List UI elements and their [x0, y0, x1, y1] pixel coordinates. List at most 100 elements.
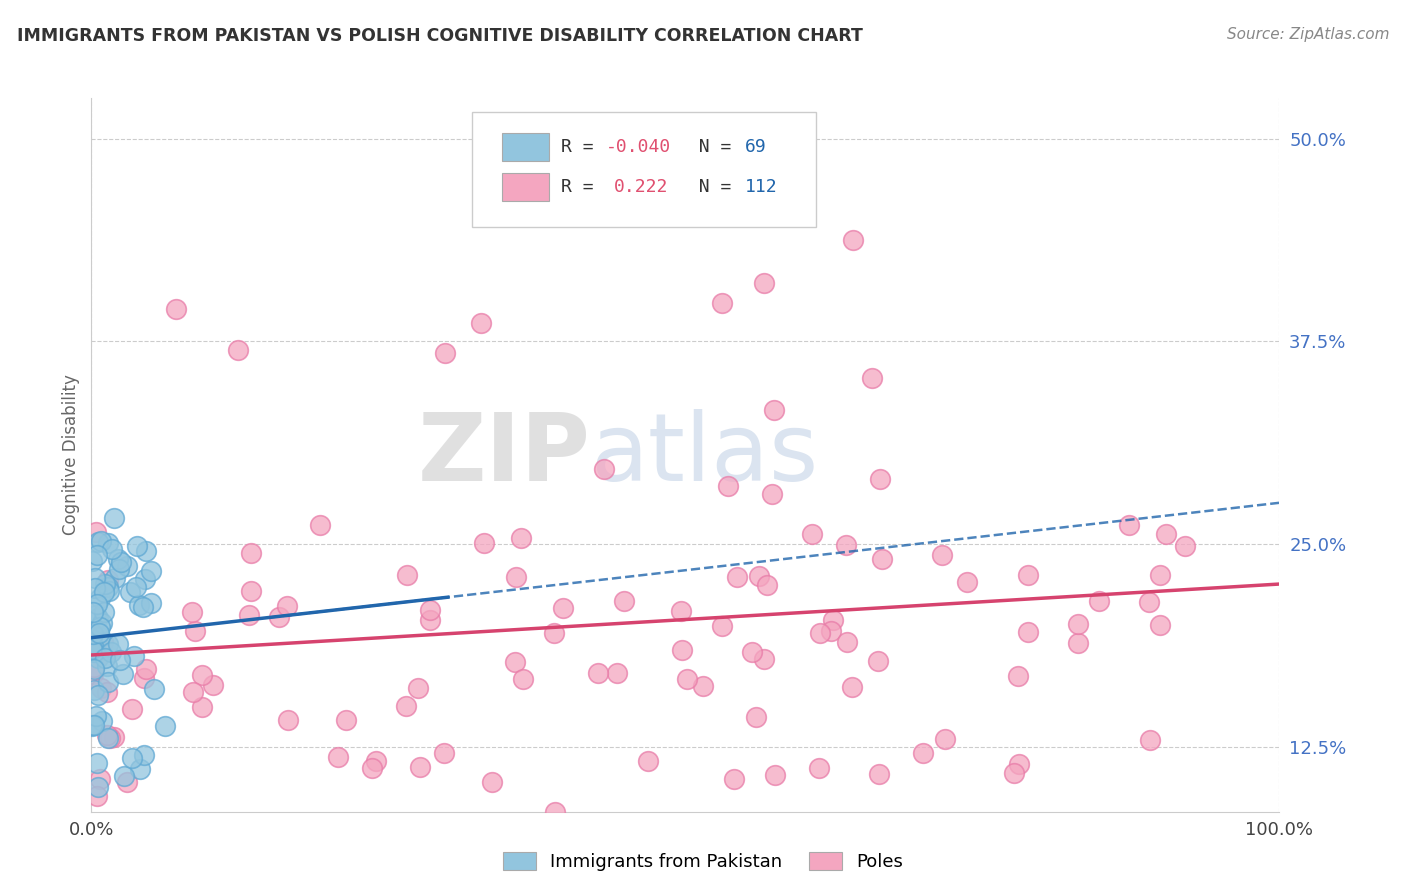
Immigrants from Pakistan	[82, 718, 104, 732]
Immigrants from Pakistan	[87, 780, 110, 795]
Poles	[240, 584, 263, 599]
Poles	[335, 714, 357, 728]
Immigrants from Pakistan	[83, 581, 105, 595]
Poles	[800, 527, 823, 541]
Immigrants from Pakistan	[97, 675, 120, 690]
Immigrants from Pakistan	[115, 558, 138, 573]
Poles	[755, 578, 778, 592]
Immigrants from Pakistan	[86, 548, 108, 562]
Poles	[191, 699, 214, 714]
Poles	[86, 789, 108, 804]
Immigrants from Pakistan	[93, 605, 115, 619]
Immigrants from Pakistan	[86, 651, 108, 665]
Poles	[725, 570, 748, 584]
Poles	[396, 568, 419, 582]
Poles	[1139, 733, 1161, 747]
Poles	[503, 656, 526, 670]
Immigrants from Pakistan	[84, 708, 107, 723]
Immigrants from Pakistan	[89, 626, 111, 640]
Immigrants from Pakistan	[107, 637, 129, 651]
Text: 0.222: 0.222	[614, 178, 668, 196]
Poles	[931, 548, 953, 562]
Poles	[752, 652, 775, 666]
Immigrants from Pakistan	[84, 571, 107, 585]
Poles	[510, 531, 533, 545]
Immigrants from Pakistan	[125, 539, 148, 553]
Immigrants from Pakistan	[82, 606, 104, 620]
Poles	[98, 731, 121, 746]
Poles	[543, 626, 565, 640]
Immigrants from Pakistan	[83, 639, 105, 653]
Poles	[1137, 595, 1160, 609]
Immigrants from Pakistan	[121, 751, 143, 765]
Immigrants from Pakistan	[111, 667, 134, 681]
Immigrants from Pakistan	[96, 731, 118, 746]
Poles	[89, 772, 111, 786]
Poles	[669, 603, 692, 617]
Immigrants from Pakistan	[100, 644, 122, 658]
Poles	[723, 772, 745, 786]
Poles	[409, 760, 432, 774]
Poles	[956, 574, 979, 589]
Poles	[551, 600, 574, 615]
Poles	[748, 569, 770, 583]
Immigrants from Pakistan	[128, 598, 150, 612]
Poles	[91, 635, 114, 649]
Immigrants from Pakistan	[103, 511, 125, 525]
Poles	[808, 625, 831, 640]
Poles	[512, 673, 534, 687]
Immigrants from Pakistan	[90, 534, 112, 549]
Poles	[1017, 624, 1039, 639]
Immigrants from Pakistan	[87, 688, 110, 702]
Text: ZIP: ZIP	[418, 409, 591, 501]
Poles	[505, 570, 527, 584]
Poles	[671, 642, 693, 657]
Immigrants from Pakistan	[93, 577, 115, 591]
Poles	[711, 619, 734, 633]
Immigrants from Pakistan	[112, 769, 135, 783]
Poles	[240, 546, 263, 560]
Immigrants from Pakistan	[132, 748, 155, 763]
Poles	[842, 233, 865, 247]
Poles	[82, 667, 104, 681]
Immigrants from Pakistan	[83, 645, 105, 659]
Immigrants from Pakistan	[89, 630, 111, 644]
Immigrants from Pakistan	[118, 585, 141, 599]
FancyBboxPatch shape	[502, 173, 548, 202]
Poles	[692, 680, 714, 694]
Poles	[834, 538, 856, 552]
Poles	[820, 624, 842, 639]
Immigrants from Pakistan	[86, 597, 108, 611]
Poles	[269, 609, 291, 624]
Text: N =: N =	[678, 178, 742, 196]
Poles	[1154, 527, 1177, 541]
Poles	[97, 573, 120, 587]
Poles	[1149, 568, 1171, 582]
Immigrants from Pakistan	[110, 652, 132, 666]
Immigrants from Pakistan	[89, 620, 111, 634]
Poles	[472, 536, 495, 550]
Poles	[434, 345, 457, 359]
FancyBboxPatch shape	[471, 112, 815, 227]
Poles	[83, 660, 105, 674]
Y-axis label: Cognitive Disability: Cognitive Disability	[62, 375, 80, 535]
Poles	[135, 662, 157, 676]
Poles	[1174, 539, 1197, 553]
Poles	[90, 681, 112, 696]
Poles	[1008, 757, 1031, 772]
Immigrants from Pakistan	[80, 642, 103, 657]
Poles	[1149, 618, 1171, 632]
Poles	[711, 295, 734, 310]
Immigrants from Pakistan	[132, 600, 155, 615]
Poles	[823, 613, 845, 627]
Immigrants from Pakistan	[94, 650, 117, 665]
Immigrants from Pakistan	[97, 637, 120, 651]
Poles	[277, 714, 299, 728]
Poles	[276, 599, 298, 613]
Immigrants from Pakistan	[80, 553, 103, 567]
Immigrants from Pakistan	[125, 580, 148, 594]
Immigrants from Pakistan	[87, 610, 110, 624]
Poles	[470, 316, 492, 330]
Poles	[763, 768, 786, 782]
Immigrants from Pakistan	[110, 555, 132, 569]
